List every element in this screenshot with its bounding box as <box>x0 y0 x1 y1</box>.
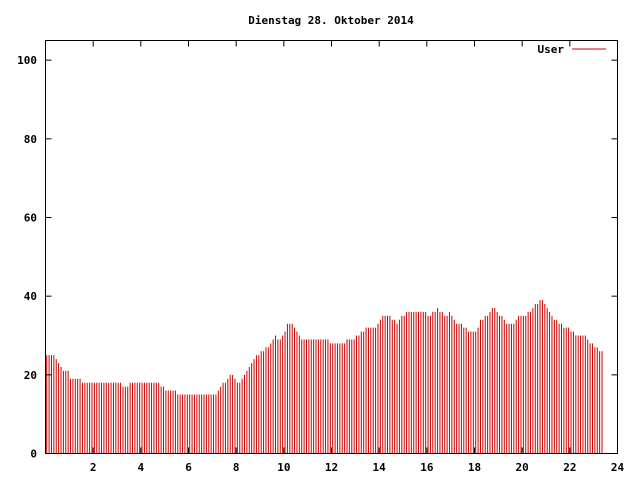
y-tick-label: 100 <box>17 54 37 67</box>
y-tick-label: 60 <box>24 212 37 225</box>
x-tick-label: 18 <box>468 461 481 474</box>
x-tick-label: 22 <box>563 461 576 474</box>
plot-frame <box>45 40 618 454</box>
legend: User <box>538 43 606 56</box>
y-axis: 0 20 40 60 80 100 <box>17 54 618 461</box>
x-tick-label: 16 <box>420 461 434 474</box>
y-tick-label: 40 <box>24 290 37 303</box>
x-tick-label: 14 <box>373 461 387 474</box>
y-tick-label: 80 <box>24 133 37 146</box>
x-tick-label: 12 <box>325 461 338 474</box>
bar-series <box>46 300 603 454</box>
x-tick-label: 8 <box>233 461 240 474</box>
y-tick-label: 0 <box>30 448 37 461</box>
x-tick-label: 6 <box>185 461 192 474</box>
chart-title: Dienstag 28. Oktober 2014 <box>248 14 414 27</box>
x-axis: 2 4 6 8 10 12 14 16 18 20 22 24 <box>90 40 625 474</box>
x-tick-label: 4 <box>138 461 145 474</box>
x-tick-label: 20 <box>516 461 529 474</box>
y-tick-label: 20 <box>24 369 37 382</box>
legend-label-user: User <box>538 43 565 56</box>
x-tick-label: 24 <box>611 461 625 474</box>
x-tick-label: 10 <box>277 461 290 474</box>
x-tick-label: 2 <box>90 461 97 474</box>
